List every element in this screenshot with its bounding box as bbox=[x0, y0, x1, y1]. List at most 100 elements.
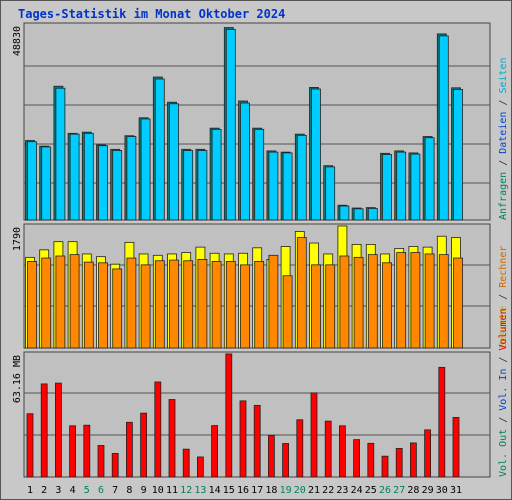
bar-volumen-12 bbox=[182, 448, 190, 478]
bar-rechner-31 bbox=[453, 257, 463, 349]
bar-rechner-27 bbox=[396, 252, 407, 349]
bar-rechner-15 bbox=[225, 261, 236, 349]
bar-volumen-27 bbox=[395, 447, 403, 478]
bar-rechner-25 bbox=[367, 254, 378, 349]
legend-part: Volumen bbox=[498, 308, 509, 350]
bar-dateien-31 bbox=[453, 89, 463, 221]
bar-volumen-9 bbox=[140, 412, 148, 478]
bar-volumen-13 bbox=[196, 456, 204, 478]
bar-volumen-30 bbox=[438, 366, 446, 478]
bar-dateien-3 bbox=[55, 87, 66, 221]
x-tick-label: 6 bbox=[98, 485, 104, 496]
bar-rechner-28 bbox=[410, 252, 421, 349]
bar-rechner-2 bbox=[41, 257, 52, 349]
bar-dateien-15 bbox=[225, 29, 236, 221]
bar-dateien-26 bbox=[382, 154, 392, 221]
bar-dateien-21 bbox=[311, 88, 321, 221]
chart-panel-middle: 1790 Besuche / Rechner bbox=[12, 223, 509, 349]
bar-dateien-13 bbox=[197, 150, 208, 221]
legend-part: Dateien bbox=[498, 112, 509, 154]
x-tick-label: 3 bbox=[55, 485, 61, 496]
x-tick-label: 22 bbox=[322, 485, 334, 496]
series-legend-label: Besuche / Rechner bbox=[498, 246, 509, 348]
x-tick-label: 26 bbox=[379, 485, 391, 496]
bar-volumen-22 bbox=[324, 420, 332, 478]
bar-volumen-15 bbox=[225, 353, 233, 478]
chart-panel-bottom: 63.16 MB Vol. Out / Vol. In / Volumen bbox=[12, 308, 509, 478]
bar-volumen-8 bbox=[126, 421, 133, 478]
bar-dateien-9 bbox=[140, 118, 151, 221]
x-tick-label: 11 bbox=[166, 485, 178, 496]
bar-dateien-4 bbox=[69, 133, 80, 221]
legend-part: Seiten bbox=[498, 57, 509, 93]
bar-rechner-4 bbox=[69, 254, 80, 349]
legend-part: Vol. In bbox=[498, 369, 509, 411]
bar-rechner-16 bbox=[240, 264, 250, 349]
bar-volumen-2 bbox=[40, 383, 48, 478]
x-tick-label: 12 bbox=[180, 485, 192, 496]
legend-part: / bbox=[498, 94, 509, 112]
legend-part: / bbox=[498, 154, 509, 172]
bar-rechner-21 bbox=[311, 264, 321, 349]
bar-rechner-10 bbox=[154, 260, 165, 349]
bar-volumen-1 bbox=[26, 413, 34, 478]
bar-volumen-20 bbox=[296, 419, 304, 478]
bar-dateien-7 bbox=[112, 150, 123, 221]
legend-part: Rechner bbox=[498, 246, 509, 288]
bar-rechner-23 bbox=[339, 255, 350, 349]
x-tick-label: 30 bbox=[436, 485, 448, 496]
bar-volumen-29 bbox=[424, 429, 432, 478]
bar-rechner-26 bbox=[382, 262, 392, 349]
series-legend-label: Vol. Out / Vol. In / Volumen bbox=[498, 308, 509, 477]
bar-volumen-25 bbox=[367, 442, 375, 478]
bar-rechner-1 bbox=[27, 261, 37, 349]
bar-dateien-10 bbox=[154, 78, 165, 221]
bar-dateien-22 bbox=[325, 166, 336, 221]
x-tick-label: 1 bbox=[27, 485, 33, 496]
bar-rechner-18 bbox=[268, 254, 279, 349]
bar-dateien-8 bbox=[126, 136, 137, 221]
bar-rechner-24 bbox=[353, 256, 364, 349]
bar-dateien-17 bbox=[254, 128, 265, 221]
bar-dateien-5 bbox=[83, 132, 94, 221]
bar-dateien-29 bbox=[424, 137, 435, 221]
x-tick-label: 21 bbox=[308, 485, 320, 496]
bar-dateien-30 bbox=[438, 35, 449, 221]
x-tick-label: 15 bbox=[223, 485, 235, 496]
bar-rechner-22 bbox=[325, 264, 336, 349]
bar-rechner-6 bbox=[98, 262, 108, 349]
x-tick-label: 10 bbox=[152, 485, 164, 496]
bar-volumen-11 bbox=[168, 399, 176, 478]
bar-dateien-2 bbox=[41, 146, 52, 221]
bar-volumen-4 bbox=[69, 425, 76, 478]
bar-dateien-16 bbox=[240, 102, 250, 221]
bar-dateien-25 bbox=[367, 208, 378, 221]
bar-rechner-5 bbox=[83, 261, 94, 349]
x-tick-label: 20 bbox=[294, 485, 306, 496]
bar-dateien-28 bbox=[410, 153, 421, 221]
legend-part: Besuche bbox=[498, 306, 509, 348]
bar-volumen-18 bbox=[267, 435, 275, 478]
bar-dateien-23 bbox=[339, 205, 350, 221]
bar-volumen-14 bbox=[211, 425, 219, 478]
x-tick-label: 18 bbox=[265, 485, 277, 496]
bar-volumen-16 bbox=[239, 400, 247, 478]
bar-volumen-19 bbox=[282, 443, 290, 478]
bar-dateien-19 bbox=[282, 152, 293, 221]
x-tick-label: 7 bbox=[112, 485, 118, 496]
bar-rechner-29 bbox=[424, 253, 435, 349]
y-tick-label: 1790 bbox=[12, 227, 23, 251]
chart-panel-top: 48830 Anfragen / Dateien / Seiten bbox=[12, 22, 509, 221]
bar-volumen-10 bbox=[154, 381, 162, 478]
bar-dateien-20 bbox=[296, 134, 307, 221]
x-tick-label: 25 bbox=[365, 485, 377, 496]
x-tick-label: 24 bbox=[351, 485, 363, 496]
bar-dateien-12 bbox=[183, 150, 194, 221]
x-tick-label: 9 bbox=[141, 485, 147, 496]
x-tick-label: 29 bbox=[422, 485, 434, 496]
x-tick-label: 5 bbox=[84, 485, 90, 496]
bar-rechner-11 bbox=[169, 259, 179, 349]
bar-volumen-7 bbox=[111, 453, 119, 478]
x-tick-label: 17 bbox=[251, 485, 263, 496]
